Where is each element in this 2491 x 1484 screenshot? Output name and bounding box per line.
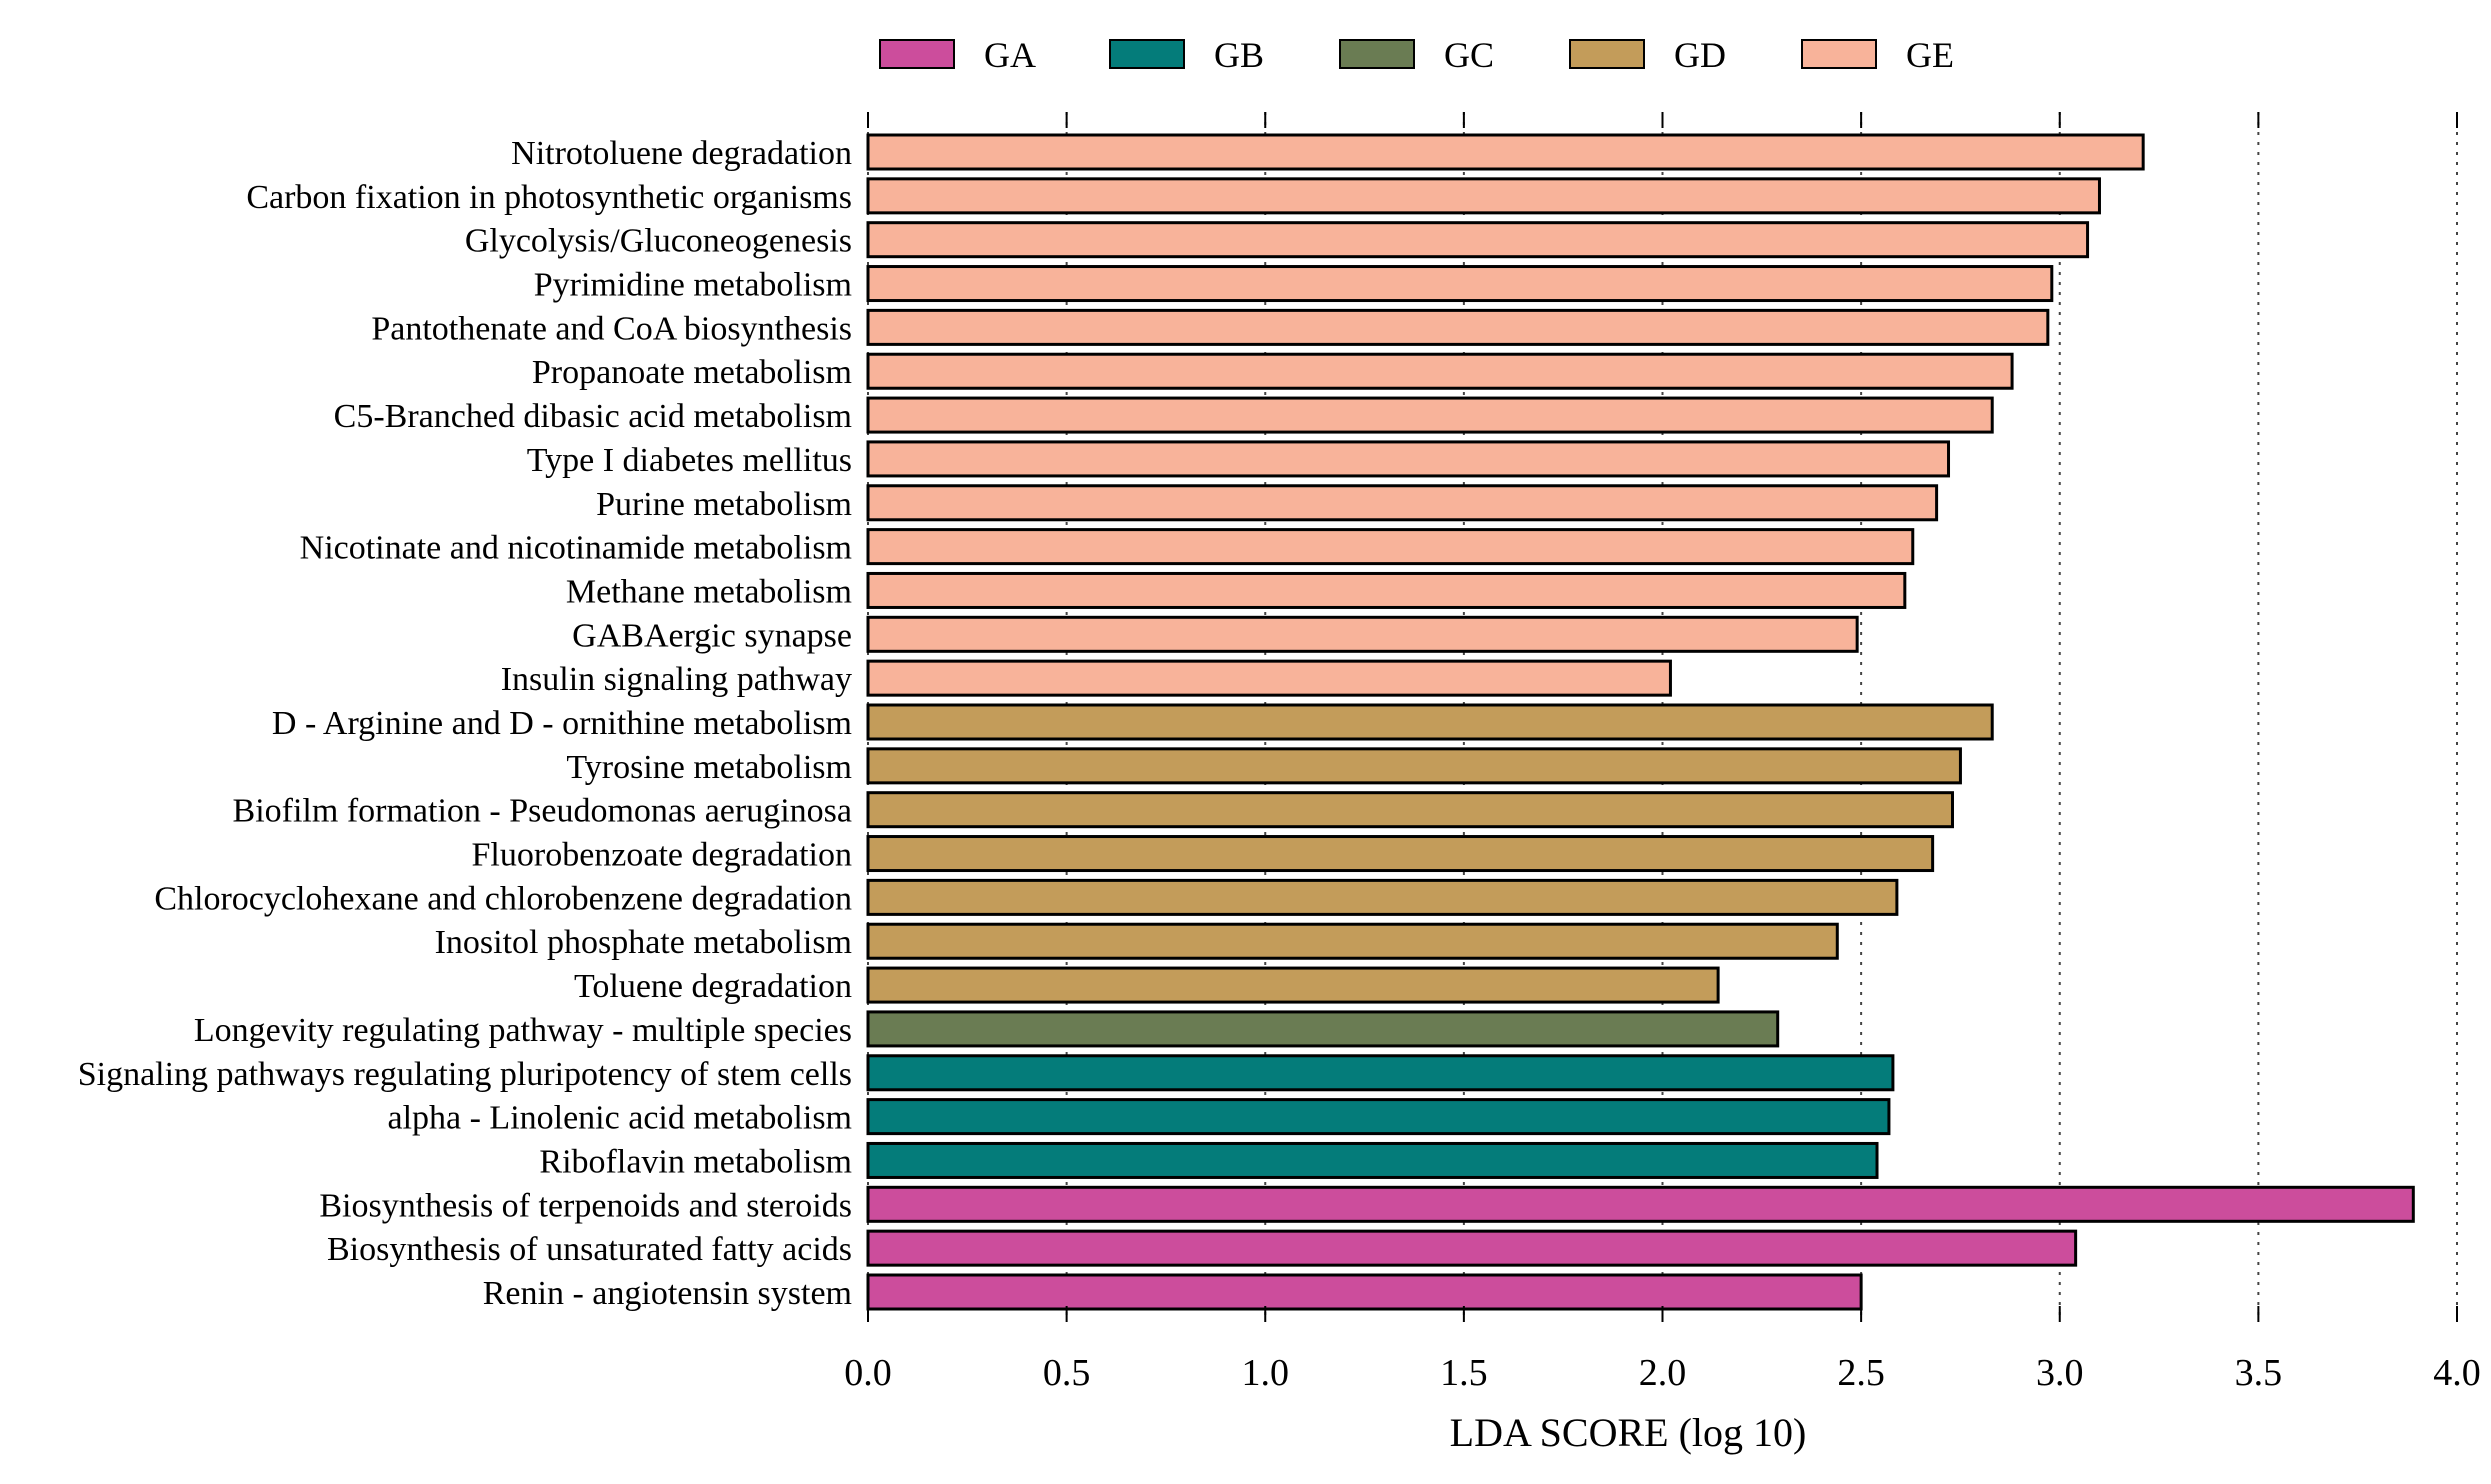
bar-10 xyxy=(866,571,1907,609)
bar-8 xyxy=(866,484,1939,522)
category-label-24: Biosynthesis of terpenoids and steroids xyxy=(319,1187,852,1224)
bar-15 xyxy=(866,791,1954,829)
bar-6 xyxy=(866,396,1994,434)
category-label-8: Purine metabolism xyxy=(596,486,852,523)
category-label-7: Type I diabetes mellitus xyxy=(527,442,852,479)
x-tick-label-8: 4.0 xyxy=(2433,1352,2481,1394)
x-tick-label-6: 3.0 xyxy=(2036,1352,2084,1394)
bar-1 xyxy=(866,177,2101,215)
legend-label-gb: GB xyxy=(1214,35,1264,75)
x-tick-label-7: 3.5 xyxy=(2235,1352,2283,1394)
legend-swatch-ge xyxy=(1801,39,1877,69)
category-label-12: Insulin signaling pathway xyxy=(501,661,852,698)
category-label-17: Chlorocyclohexane and chlorobenzene degr… xyxy=(154,880,852,917)
category-label-21: Signaling pathways regulating pluripoten… xyxy=(78,1056,852,1093)
category-label-15: Biofilm formation - Pseudomonas aerugino… xyxy=(233,793,852,830)
bar-25 xyxy=(866,1229,2078,1267)
legend-swatch-gc xyxy=(1339,39,1415,69)
category-label-13: D - Arginine and D - ornithine metabolis… xyxy=(272,705,852,742)
bar-5 xyxy=(866,352,2014,390)
category-label-22: alpha - Linolenic acid metabolism xyxy=(387,1100,852,1137)
chart-legend: GA GB GC GD GE xyxy=(879,35,1954,75)
category-label-26: Renin - angiotensin system xyxy=(483,1275,852,1312)
bar-9 xyxy=(866,528,1915,566)
category-label-4: Pantothenate and CoA biosynthesis xyxy=(371,310,852,347)
bar-21 xyxy=(866,1054,1895,1092)
x-tick-label-0: 0.0 xyxy=(844,1352,892,1394)
category-label-3: Pyrimidine metabolism xyxy=(534,267,852,304)
category-labels: Nitrotoluene degradation Carbon fixation … xyxy=(78,135,852,1312)
category-label-9: Nicotinate and nicotinamide metabolism xyxy=(300,530,852,567)
category-label-1: Carbon fixation in photosynthetic organi… xyxy=(246,179,852,216)
legend-label-ge: GE xyxy=(1906,35,1954,75)
category-label-11: GABAergic synapse xyxy=(572,617,852,654)
bar-19 xyxy=(866,966,1720,1004)
x-tick-label-4: 2.0 xyxy=(1639,1352,1687,1394)
bar-2 xyxy=(866,221,2090,259)
bars-group xyxy=(866,133,2415,1311)
x-axis: 0.0 0.5 1.0 1.5 2.0 2.5 3.0 3.5 4.0 xyxy=(844,112,2481,1394)
category-label-23: Riboflavin metabolism xyxy=(539,1143,852,1180)
category-label-16: Fluorobenzoate degradation xyxy=(472,837,852,874)
bar-24 xyxy=(866,1185,2415,1223)
category-label-0: Nitrotoluene degradation xyxy=(511,135,852,172)
bar-4 xyxy=(866,308,2050,346)
category-label-10: Methane metabolism xyxy=(566,573,852,610)
bar-11 xyxy=(866,615,1859,653)
legend-swatch-gb xyxy=(1109,39,1185,69)
category-label-14: Tyrosine metabolism xyxy=(566,749,852,786)
category-label-6: C5-Branched dibasic acid metabolism xyxy=(334,398,852,435)
bar-0 xyxy=(866,133,2145,171)
x-tick-label-1: 0.5 xyxy=(1043,1352,1091,1394)
category-label-2: Glycolysis/Gluconeogenesis xyxy=(465,223,852,260)
category-label-19: Toluene degradation xyxy=(574,968,852,1005)
category-label-25: Biosynthesis of unsaturated fatty acids xyxy=(327,1231,852,1268)
bar-17 xyxy=(866,878,1899,916)
bar-3 xyxy=(866,265,2054,303)
legend-swatch-ga xyxy=(879,39,955,69)
legend-swatch-gd xyxy=(1569,39,1645,69)
bar-20 xyxy=(866,1010,1780,1048)
x-tick-label-3: 1.5 xyxy=(1440,1352,1488,1394)
bar-26 xyxy=(866,1273,1863,1311)
x-tick-label-5: 2.5 xyxy=(1837,1352,1885,1394)
category-label-20: Longevity regulating pathway - multiple … xyxy=(194,1012,852,1049)
bar-22 xyxy=(866,1098,1891,1136)
bar-18 xyxy=(866,922,1839,960)
bar-12 xyxy=(866,659,1672,697)
x-axis-title: LDA SCORE (log 10) xyxy=(1450,1410,1807,1455)
legend-label-gc: GC xyxy=(1444,35,1494,75)
category-label-5: Propanoate metabolism xyxy=(532,354,852,391)
bar-23 xyxy=(866,1141,1879,1179)
legend-label-gd: GD xyxy=(1674,35,1726,75)
bar-14 xyxy=(866,747,1962,785)
bar-16 xyxy=(866,835,1935,873)
bar-13 xyxy=(866,703,1994,741)
bar-7 xyxy=(866,440,1951,478)
legend-label-ga: GA xyxy=(984,35,1036,75)
x-tick-label-2: 1.0 xyxy=(1242,1352,1290,1394)
category-label-18: Inositol phosphate metabolism xyxy=(435,924,852,961)
